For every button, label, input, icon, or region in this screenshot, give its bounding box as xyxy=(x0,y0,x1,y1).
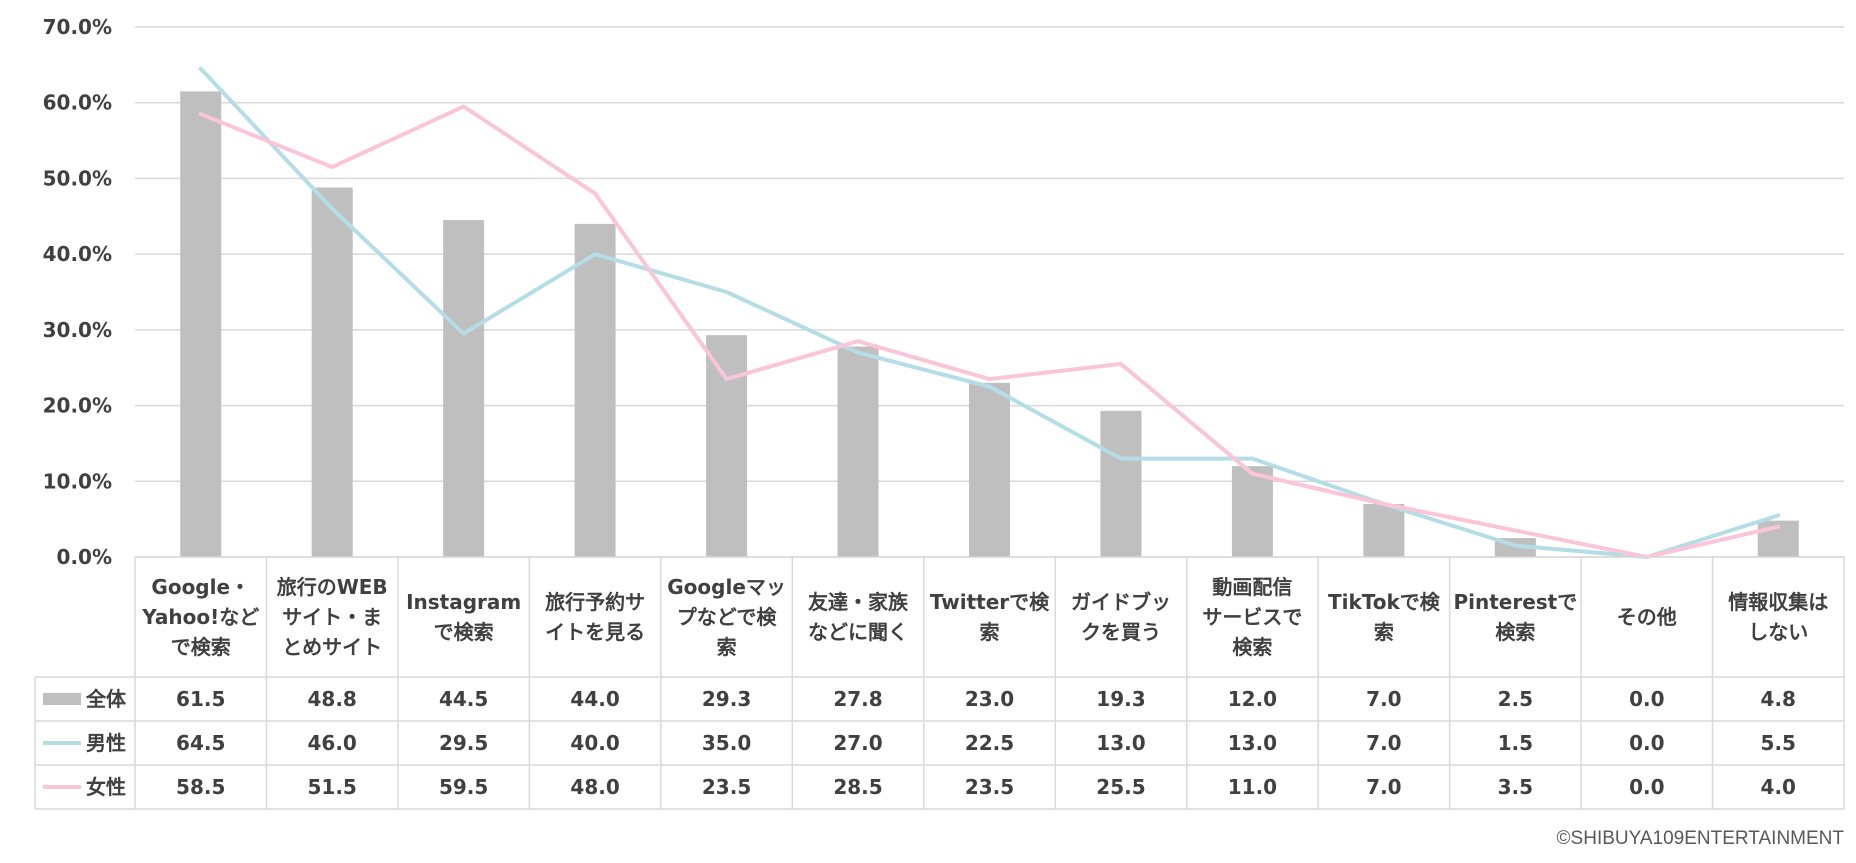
category-label: 索 xyxy=(1374,620,1394,644)
data-table-value: 64.5 xyxy=(176,731,225,755)
data-table-value: 19.3 xyxy=(1096,687,1145,711)
category-label: サービスで xyxy=(1202,605,1302,629)
data-table-value: 58.5 xyxy=(176,775,225,799)
category-label: 旅行予約サ xyxy=(545,590,645,614)
data-table-value: 7.0 xyxy=(1366,687,1401,711)
data-table-value: 23.5 xyxy=(702,775,751,799)
data-table-value: 12.0 xyxy=(1228,687,1277,711)
data-table-value: 0.0 xyxy=(1629,775,1664,799)
category-label: 動画配信 xyxy=(1212,575,1292,599)
y-tick-label: 70.0% xyxy=(43,15,112,39)
bar xyxy=(1100,411,1141,557)
data-table-value: 29.5 xyxy=(439,731,488,755)
category-label: ガイドブッ xyxy=(1071,590,1171,614)
legend-series-name: 全体 xyxy=(85,687,127,711)
category-label: で検索 xyxy=(434,620,494,644)
category-label: とめサイト xyxy=(282,635,382,659)
data-table-value: 7.0 xyxy=(1366,775,1401,799)
category-label: などに聞く xyxy=(808,620,908,644)
data-table-value: 23.0 xyxy=(965,687,1014,711)
category-label: TikTokで検 xyxy=(1328,590,1441,614)
bar xyxy=(180,91,221,557)
data-table-value: 48.0 xyxy=(570,775,619,799)
category-label: 検索 xyxy=(1232,635,1272,659)
legend-series-name: 女性 xyxy=(86,775,126,799)
data-table-value: 27.0 xyxy=(833,731,882,755)
y-tick-label: 50.0% xyxy=(43,166,112,190)
data-table-value: 59.5 xyxy=(439,775,488,799)
category-label: しない xyxy=(1748,620,1808,644)
bar xyxy=(312,188,353,557)
bar xyxy=(706,335,747,557)
category-label: で検索 xyxy=(171,635,231,659)
category-label: Twitterで検 xyxy=(930,590,1050,614)
category-label: 索 xyxy=(717,635,737,659)
category-label: Pinterestで xyxy=(1453,590,1577,614)
y-tick-label: 40.0% xyxy=(43,242,112,266)
data-table-value: 7.0 xyxy=(1366,731,1401,755)
category-label: Yahoo!など xyxy=(141,605,259,629)
data-table-value: 35.0 xyxy=(702,731,751,755)
data-table-value: 23.5 xyxy=(965,775,1014,799)
bar xyxy=(443,220,484,557)
category-label: Googleマッ xyxy=(667,575,786,599)
data-table-value: 46.0 xyxy=(308,731,357,755)
copyright-credit: ©SHIBUYA109ENTERTAINMENT xyxy=(1557,828,1844,850)
category-label: プなどで検 xyxy=(677,605,778,629)
data-table-value: 0.0 xyxy=(1629,687,1664,711)
data-table-value: 22.5 xyxy=(965,731,1014,755)
legend-series-name: 男性 xyxy=(86,731,126,755)
legend-key-bar xyxy=(43,693,81,705)
data-table-value: 48.8 xyxy=(308,687,357,711)
data-table-value: 1.5 xyxy=(1498,731,1533,755)
bar xyxy=(1232,466,1273,557)
category-label: 旅行のWEB xyxy=(277,575,388,599)
data-table-value: 11.0 xyxy=(1228,775,1277,799)
y-tick-label: 10.0% xyxy=(43,469,112,493)
category-label: 索 xyxy=(980,620,1000,644)
category-label: 情報収集は xyxy=(1728,590,1828,614)
category-label: 検索 xyxy=(1495,620,1535,644)
category-label: Instagram xyxy=(406,590,521,614)
data-table-value: 40.0 xyxy=(570,731,619,755)
category-label: クを買う xyxy=(1081,620,1161,644)
data-table-value: 0.0 xyxy=(1629,731,1664,755)
data-table-value: 4.8 xyxy=(1761,687,1796,711)
data-table-value: 61.5 xyxy=(176,687,225,711)
bar xyxy=(575,224,616,557)
bar xyxy=(838,347,879,557)
data-table-value: 2.5 xyxy=(1498,687,1533,711)
data-table-value: 28.5 xyxy=(833,775,882,799)
data-table-value: 44.0 xyxy=(570,687,619,711)
data-table-value: 13.0 xyxy=(1096,731,1145,755)
data-table-value: 25.5 xyxy=(1096,775,1145,799)
category-label: イトを見る xyxy=(545,620,645,644)
category-label: その他 xyxy=(1617,605,1677,629)
data-table-value: 13.0 xyxy=(1228,731,1277,755)
data-table-value: 27.8 xyxy=(833,687,882,711)
y-tick-label: 30.0% xyxy=(43,318,112,342)
data-table-value: 5.5 xyxy=(1761,731,1796,755)
data-table-value: 3.5 xyxy=(1498,775,1533,799)
y-tick-label: 0.0% xyxy=(57,545,112,569)
bar xyxy=(969,383,1010,557)
data-table-value: 51.5 xyxy=(308,775,357,799)
y-tick-label: 60.0% xyxy=(43,91,112,115)
data-table-value: 4.0 xyxy=(1761,775,1796,799)
category-label: 友達・家族 xyxy=(808,590,909,614)
y-tick-label: 20.0% xyxy=(43,394,112,418)
category-label: Google・ xyxy=(151,575,250,599)
category-label: サイト・ま xyxy=(282,605,382,629)
data-table-value: 29.3 xyxy=(702,687,751,711)
data-table-value: 44.5 xyxy=(439,687,488,711)
bar xyxy=(1363,504,1404,557)
